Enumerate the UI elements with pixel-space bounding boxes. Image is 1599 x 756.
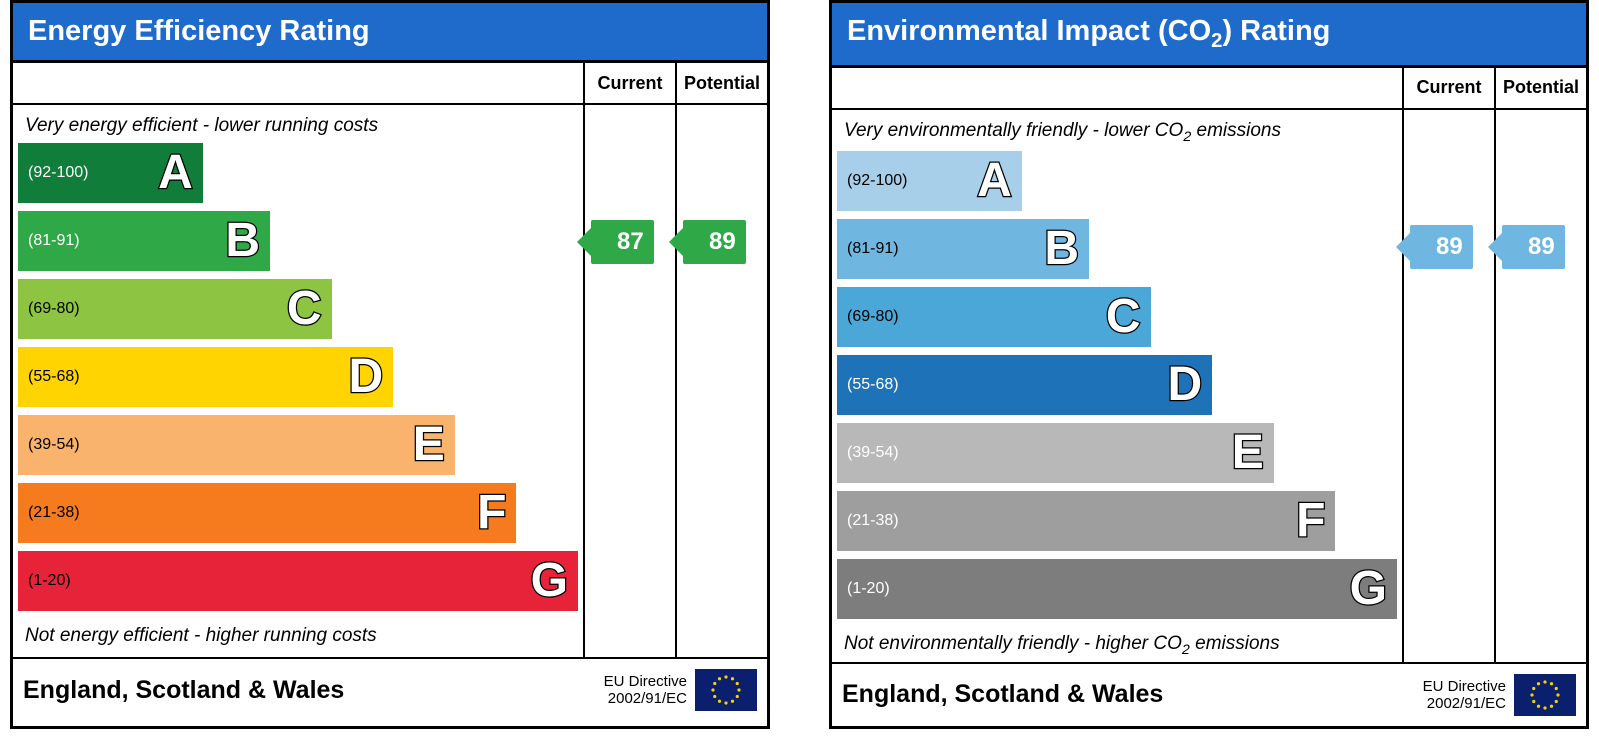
band-D: (55-68) D xyxy=(837,355,1212,415)
band-letter: G xyxy=(1350,561,1387,616)
band-range: (1-20) xyxy=(837,580,890,598)
chart-area: Very energy efficient - lower running co… xyxy=(13,105,583,657)
band-E: (39-54) E xyxy=(18,415,455,475)
band-letter: F xyxy=(1296,493,1325,548)
chart-area: Very environmentally friendly - lower CO… xyxy=(832,110,1402,662)
rating-pointer: 89 xyxy=(683,220,746,264)
panel-title: Environmental Impact (CO2) Rating xyxy=(832,3,1586,68)
band-F: (21-38) F xyxy=(837,491,1335,551)
band-letter: C xyxy=(287,281,322,336)
band-range: (92-100) xyxy=(18,164,88,182)
band-B: (81-91) B xyxy=(18,211,270,271)
panel-title: Energy Efficiency Rating xyxy=(13,3,767,63)
band-letter: C xyxy=(1106,289,1141,344)
current-header: Current xyxy=(583,63,675,103)
environmental-impact-panel: Environmental Impact (CO2) Rating Curren… xyxy=(829,0,1589,729)
band-letter: A xyxy=(977,153,1012,208)
bottom-note: Not energy efficient - higher running co… xyxy=(13,621,583,651)
current-header: Current xyxy=(1402,68,1494,108)
band-B: (81-91) B xyxy=(837,219,1089,279)
header-row: Current Potential xyxy=(13,63,767,105)
potential-header: Potential xyxy=(675,63,767,103)
top-note: Very environmentally friendly - lower CO… xyxy=(832,116,1402,149)
current-column: .pointer[data-uid="87Benergy.current"]::… xyxy=(583,105,675,657)
band-range: (69-80) xyxy=(837,308,899,326)
bottom-note: Not environmentally friendly - higher CO… xyxy=(832,629,1402,662)
top-note: Very energy efficient - lower running co… xyxy=(13,111,583,141)
rating-pointer: 87 xyxy=(591,220,654,264)
panel-footer: England, Scotland & Wales EU Directive 2… xyxy=(13,657,767,721)
band-letter: D xyxy=(349,349,384,404)
band-letter: B xyxy=(225,213,260,268)
band-C: (69-80) C xyxy=(837,287,1151,347)
band-letter: A xyxy=(158,145,193,200)
rating-pointer: 89 xyxy=(1502,225,1565,269)
band-F: (21-38) F xyxy=(18,483,516,543)
potential-header: Potential xyxy=(1494,68,1586,108)
band-letter: E xyxy=(1232,425,1264,480)
band-G: (1-20) G xyxy=(837,559,1397,619)
band-range: (55-68) xyxy=(18,368,80,386)
band-range: (69-80) xyxy=(18,300,80,318)
band-range: (21-38) xyxy=(18,504,80,522)
band-C: (69-80) C xyxy=(18,279,332,339)
band-letter: B xyxy=(1044,221,1079,276)
directive-label: EU Directive 2002/91/EC xyxy=(1423,678,1506,713)
band-A: (92-100) A xyxy=(837,151,1022,211)
potential-column: .pointer[data-uid="89Benergy.potential"]… xyxy=(675,105,767,657)
current-column: .pointer[data-uid="89Benvironmental.curr… xyxy=(1402,110,1494,662)
band-letter: G xyxy=(531,553,568,608)
header-row: Current Potential xyxy=(832,68,1586,110)
region-label: England, Scotland & Wales xyxy=(842,680,1423,709)
band-range: (81-91) xyxy=(18,232,80,250)
band-G: (1-20) G xyxy=(18,551,578,611)
rating-pointer: 89 xyxy=(1410,225,1473,269)
band-letter: E xyxy=(413,417,445,472)
eu-flag-icon xyxy=(1514,674,1576,716)
region-label: England, Scotland & Wales xyxy=(23,676,604,705)
panel-footer: England, Scotland & Wales EU Directive 2… xyxy=(832,662,1586,726)
band-range: (39-54) xyxy=(837,444,899,462)
band-E: (39-54) E xyxy=(837,423,1274,483)
band-range: (81-91) xyxy=(837,240,899,258)
eu-flag-icon xyxy=(695,669,757,711)
band-letter: D xyxy=(1168,357,1203,412)
band-letter: F xyxy=(477,485,506,540)
band-D: (55-68) D xyxy=(18,347,393,407)
band-range: (1-20) xyxy=(18,572,71,590)
band-range: (55-68) xyxy=(837,376,899,394)
band-range: (92-100) xyxy=(837,172,907,190)
directive-label: EU Directive 2002/91/EC xyxy=(604,673,687,708)
potential-column: .pointer[data-uid="89Benvironmental.pote… xyxy=(1494,110,1586,662)
band-A: (92-100) A xyxy=(18,143,203,203)
energy-efficiency-panel: Energy Efficiency Rating Current Potenti… xyxy=(10,0,770,729)
band-range: (21-38) xyxy=(837,512,899,530)
band-range: (39-54) xyxy=(18,436,80,454)
